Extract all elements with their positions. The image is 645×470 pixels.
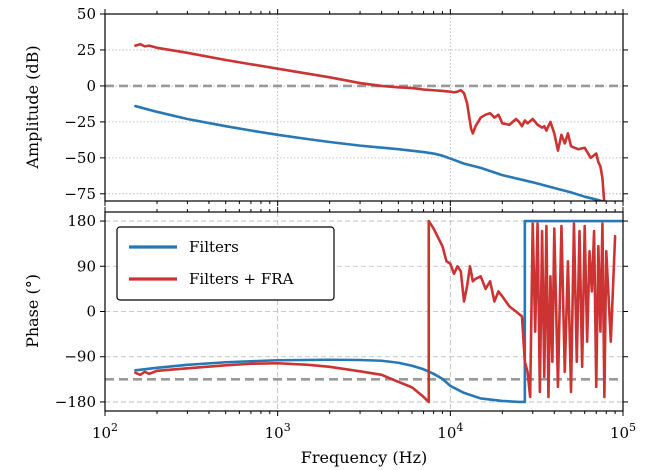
amplitude-ytick-label: −75: [64, 185, 96, 203]
amplitude-ytick-label: 50: [77, 5, 96, 23]
amplitude-series-filters: [134, 104, 606, 201]
phase-panel: 180 90 0 −90 −180 Phase (°) 102 103 104 105 Freque…: [23, 207, 636, 467]
xtick-label: 105: [610, 421, 636, 442]
phase-ylabel: Phase (°): [23, 274, 42, 348]
phase-ytick-label: −180: [55, 393, 96, 411]
phase-ytick-label: −90: [64, 348, 96, 366]
amplitude-ytick-label: 0: [86, 77, 96, 95]
legend-label-filters_fra: Filters + FRA: [189, 270, 294, 288]
amplitude-series-filters_fra: [134, 42, 606, 201]
amplitude-frame: [104, 13, 624, 202]
amplitude-ytick-label: −50: [64, 149, 96, 167]
legend: Filters Filters + FRA: [116, 226, 335, 301]
phase-ytick-label: 90: [77, 257, 96, 275]
phase-series-filters_fra: [134, 219, 617, 404]
xtick-label: 102: [92, 421, 118, 442]
legend-label-filters: Filters: [189, 238, 239, 256]
amplitude-ytick-label: 25: [77, 41, 96, 59]
phase-ytick-label: 180: [67, 212, 96, 230]
xtick-label: 104: [437, 421, 463, 442]
phase-ytick-label: 0: [86, 303, 96, 321]
xtick-label: 103: [265, 421, 291, 442]
amplitude-ylabel: Amplitude (dB): [23, 45, 42, 169]
amplitude-panel: 50 25 0 −25 −50 −75 Amplitude (dB): [23, 5, 628, 206]
xlabel: Frequency (Hz): [301, 448, 428, 467]
legend-box: [116, 226, 335, 301]
amplitude-ytick-label: −25: [64, 113, 96, 131]
